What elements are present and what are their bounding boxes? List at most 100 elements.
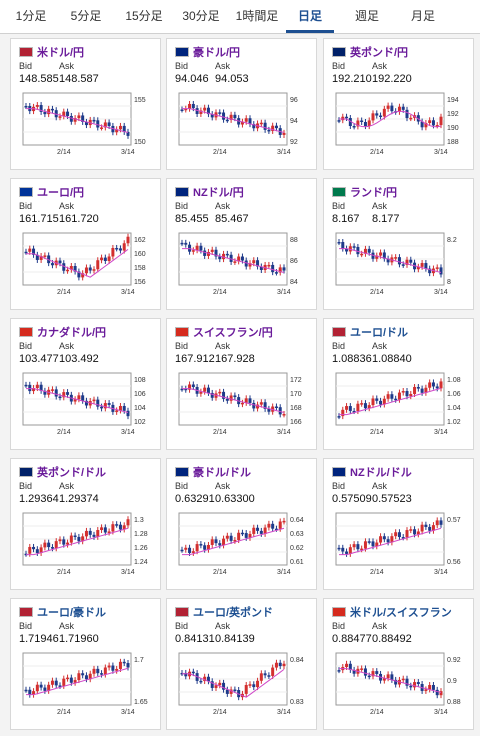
currency-pair-title[interactable]: 米ドル/円 xyxy=(19,44,84,60)
currency-card[interactable]: 米ドル/スイスフラン Bid 0.88477 Ask 0.88492 0.92 0.9 0.8… xyxy=(323,598,474,730)
currency-card[interactable]: ユーロ/ドル Bid 1.08836 Ask 1.08840 1.08 1.06 1.04 1.… xyxy=(323,318,474,450)
currency-pair-title[interactable]: 豪ドル/円 xyxy=(175,44,240,60)
candle-body xyxy=(111,524,115,532)
ask-value: 1.29374 xyxy=(59,493,99,505)
tab-3[interactable]: 30分足 xyxy=(182,9,220,23)
candle-body xyxy=(73,118,77,122)
candle-body xyxy=(210,539,214,545)
currency-card[interactable]: ユーロ/豪ドル Bid 1.71946 Ask 1.71960 1.7 1.65 2/14 3/… xyxy=(10,598,161,730)
candle-body xyxy=(210,681,214,688)
currency-card[interactable]: 英ポンド/ドル Bid 1.29364 Ask 1.29374 1.3 1.28 1.26 1.… xyxy=(10,458,161,590)
candle-body xyxy=(225,535,229,539)
candle-body xyxy=(428,382,432,388)
currency-card[interactable]: ランド/円 Bid 8.167 Ask 8.177 8.2 8 2/14 3/14 xyxy=(323,178,474,310)
currency-pair-title[interactable]: 英ポンド/ドル xyxy=(19,464,106,480)
candle-body xyxy=(390,536,394,543)
currency-pair-title[interactable]: ユーロ/ドル xyxy=(332,324,408,340)
candle-body xyxy=(180,242,184,245)
candle-body xyxy=(206,107,210,115)
moving-average-line xyxy=(26,108,129,134)
y-tick-label: 1.28 xyxy=(134,531,148,538)
y-tick-label: 172 xyxy=(290,377,302,384)
candle-body xyxy=(77,395,81,400)
ask-label: Ask xyxy=(59,61,75,71)
currency-pair-title[interactable]: 米ドル/スイスフラン xyxy=(332,604,452,620)
pair-label: ユーロ/円 xyxy=(37,187,85,199)
candle-body xyxy=(47,684,51,691)
currency-pair-title[interactable]: 豪ドル/ドル xyxy=(175,464,251,480)
currency-card[interactable]: 豪ドル/円 Bid 94.046 Ask 94.053 96 94 92 2/14 3/14 xyxy=(166,38,317,170)
x-tick-label: 2/14 xyxy=(370,429,384,436)
candle-body xyxy=(390,394,394,399)
candle-body xyxy=(206,544,210,550)
candle-body xyxy=(379,115,383,118)
tab-5[interactable]: 日足 xyxy=(286,0,334,33)
tab-0[interactable]: 1分足 xyxy=(15,9,47,23)
bid-label: Bid xyxy=(332,201,346,211)
candle-body xyxy=(188,384,192,390)
candle-body xyxy=(96,399,100,407)
currency-card[interactable]: NZドル/ドル Bid 0.57509 Ask 0.57523 0.57 0.56 2/14 3… xyxy=(323,458,474,590)
candle-body xyxy=(233,689,237,692)
candle-body xyxy=(218,112,222,114)
candle-body xyxy=(233,114,237,119)
currency-pair-title[interactable]: 英ポンド/円 xyxy=(332,44,408,60)
candle-body xyxy=(84,530,88,537)
candle-body xyxy=(199,110,203,115)
ask-label: Ask xyxy=(59,201,75,211)
candle-body xyxy=(341,242,345,249)
candle-body xyxy=(66,392,70,395)
candle-body xyxy=(435,386,439,389)
currency-card[interactable]: 英ポンド/円 Bid 192.210 Ask 192.220 194 192 190 188 2/… xyxy=(323,38,474,170)
currency-card[interactable]: NZドル/円 Bid 85.455 Ask 85.467 88 86 84 2/14 3/14 xyxy=(166,178,317,310)
x-tick-label: 3/14 xyxy=(277,569,291,576)
currency-card[interactable]: ユーロ/英ポンド Bid 0.84131 Ask 0.84139 0.84 0.83 2/14… xyxy=(166,598,317,730)
candle-body xyxy=(115,247,119,250)
tab-6[interactable]: 週足 xyxy=(354,9,379,23)
currency-card[interactable]: ユーロ/円 Bid 161.715 Ask 161.720 162 160 158 156 2/1… xyxy=(10,178,161,310)
price-chart: 194 192 190 188 2/14 3/14 xyxy=(335,92,459,156)
y-tick-label: 1.7 xyxy=(134,657,144,664)
candle-body xyxy=(248,533,252,538)
tab-4[interactable]: 1時間足 xyxy=(235,9,279,23)
candle-body xyxy=(184,547,188,550)
candle-body xyxy=(267,408,271,412)
currency-card[interactable]: カナダドル/円 Bid 103.477 Ask 103.492 108 106 104 102 2… xyxy=(10,318,161,450)
currency-pair-title[interactable]: ユーロ/英ポンド xyxy=(175,604,273,620)
candle-body xyxy=(43,390,47,395)
currency-pair-title[interactable]: NZドル/ドル xyxy=(332,464,412,480)
currency-card[interactable]: スイスフラン/円 Bid 167.912 Ask 167.928 172 170 168 166… xyxy=(166,318,317,450)
candle-body xyxy=(199,544,203,546)
currency-pair-title[interactable]: ユーロ/円 xyxy=(19,184,84,200)
candle-body xyxy=(405,530,409,538)
tab-1[interactable]: 5分足 xyxy=(70,9,102,23)
candle-body xyxy=(256,527,260,531)
currency-card[interactable]: 米ドル/円 Bid 148.585 Ask 148.587 155 150 2/14 3/14 xyxy=(10,38,161,170)
candle-body xyxy=(405,391,409,397)
candle-body xyxy=(54,541,58,549)
tab-2[interactable]: 15分足 xyxy=(125,9,163,23)
pair-label: ユーロ/ドル xyxy=(350,327,409,339)
candle-body xyxy=(345,406,349,410)
candle-body xyxy=(394,398,398,401)
candle-body xyxy=(274,528,278,531)
currency-card[interactable]: 豪ドル/ドル Bid 0.63291 Ask 0.63300 0.64 0.63 0.62 0.… xyxy=(166,458,317,590)
candle-body xyxy=(363,403,367,409)
candle-body xyxy=(401,537,405,539)
pair-label: カナダドル/円 xyxy=(37,327,107,339)
candle-body xyxy=(126,663,130,668)
currency-pair-title[interactable]: カナダドル/円 xyxy=(19,324,106,340)
y-tick-label: 0.63 xyxy=(290,531,304,538)
tab-7[interactable]: 月足 xyxy=(410,9,435,23)
currency-pair-title[interactable]: スイスフラン/円 xyxy=(175,324,273,340)
candle-body xyxy=(428,526,432,531)
candle-body xyxy=(345,663,349,667)
ch-flag-icon xyxy=(332,607,346,618)
currency-pair-title[interactable]: NZドル/円 xyxy=(175,184,244,200)
candle-body xyxy=(352,246,356,248)
currency-pair-title[interactable]: ランド/円 xyxy=(332,184,397,200)
currency-pair-title[interactable]: ユーロ/豪ドル xyxy=(19,604,106,620)
candle-body xyxy=(96,668,100,674)
y-tick-label: 1.06 xyxy=(447,391,461,398)
candle-body xyxy=(371,671,375,677)
